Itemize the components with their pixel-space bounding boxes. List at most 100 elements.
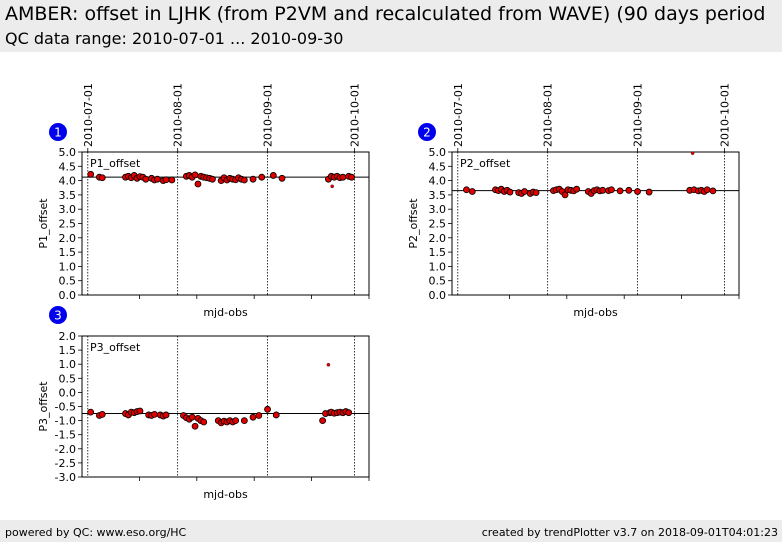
y-tick-label: 1.0 <box>59 260 77 273</box>
data-point <box>136 407 144 415</box>
date-tick-label: 2010-08-01 <box>172 83 185 147</box>
page-subtitle: QC data range: 2010-07-01 ... 2010-09-30 <box>5 29 344 48</box>
y-tick-label: 2.0 <box>59 232 77 245</box>
page-title: AMBER: offset in LJHK (from P2VM and rec… <box>5 3 766 25</box>
data-point <box>319 417 327 425</box>
plot-frame <box>81 151 370 296</box>
y-tick-label: -2.5 <box>55 457 76 470</box>
data-point <box>240 417 248 425</box>
date-tick-label: 2010-10-01 <box>349 83 362 147</box>
y-axis-label: P2_offset <box>407 198 420 249</box>
y-tick-label: 0.5 <box>429 275 447 288</box>
data-point <box>690 151 695 155</box>
footer-powered-by: powered by QC: www.eso.org/HC <box>5 526 187 539</box>
date-tick-label: 2010-09-01 <box>262 83 275 147</box>
series-label: P1_offset <box>90 157 141 170</box>
data-point <box>151 410 158 418</box>
y-tick-label: -3.0 <box>55 471 76 484</box>
data-point <box>232 417 240 425</box>
data-point <box>264 405 271 413</box>
y-tick-label: 1.5 <box>59 344 77 357</box>
data-point <box>703 186 711 194</box>
data-point <box>561 191 569 199</box>
y-tick-label: 3.0 <box>429 203 447 216</box>
data-point <box>599 186 607 194</box>
y-tick-label: 1.5 <box>429 246 447 259</box>
data-point <box>240 176 248 184</box>
data-point <box>521 188 528 195</box>
data-point <box>258 173 266 181</box>
footer-created-by: created by trendPlotter v3.7 on 2018-09-… <box>481 526 778 539</box>
data-point <box>345 409 353 417</box>
data-point <box>625 186 633 194</box>
y-tick-label: -0.5 <box>55 401 76 414</box>
plot-frame <box>81 335 370 478</box>
panel-badge-number: 3 <box>54 309 62 323</box>
data-point <box>162 176 170 184</box>
data-point <box>468 188 476 195</box>
data-point <box>616 187 624 195</box>
panel-badge <box>49 123 67 141</box>
data-point <box>339 173 347 181</box>
data-point <box>168 176 176 184</box>
series-label: P2_offset <box>460 157 511 170</box>
y-tick-label: 1.5 <box>59 246 77 259</box>
y-tick-label: 4.5 <box>429 160 447 173</box>
data-point <box>194 180 202 188</box>
y-tick-label: 2.0 <box>429 232 447 245</box>
data-point <box>153 175 161 183</box>
y-tick-label: -1.0 <box>55 415 76 428</box>
header-bar: AMBER: offset in LJHK (from P2VM and rec… <box>0 0 782 52</box>
data-point <box>249 413 257 421</box>
date-tick-label: 2010-10-01 <box>719 83 732 147</box>
y-tick-label: 4.0 <box>59 175 77 188</box>
y-tick-label: 5.0 <box>59 146 77 159</box>
y-tick-label: 3.5 <box>429 189 447 202</box>
y-tick-label: 3.0 <box>59 203 77 216</box>
data-point <box>209 175 216 183</box>
data-point <box>200 418 208 426</box>
y-tick-label: 0.5 <box>59 275 77 288</box>
x-axis-label: mjd-obs <box>203 306 248 319</box>
y-tick-label: 0.0 <box>59 289 77 302</box>
y-tick-label: 2.0 <box>59 330 77 343</box>
plot-frame <box>451 151 740 296</box>
date-tick-label: 2010-09-01 <box>632 83 645 147</box>
y-tick-label: 0.5 <box>59 372 77 385</box>
data-point <box>162 411 170 419</box>
data-point <box>142 175 150 183</box>
data-point <box>278 174 286 182</box>
date-tick-label: 2010-07-01 <box>82 83 95 147</box>
y-tick-label: 4.0 <box>429 175 447 188</box>
data-point <box>348 173 356 181</box>
footer-bar: powered by QC: www.eso.org/HC created by… <box>0 520 782 542</box>
data-point <box>326 363 331 367</box>
data-point <box>98 174 106 182</box>
data-point <box>98 410 106 418</box>
y-tick-label: 0.0 <box>429 289 447 302</box>
panel-badge-number: 1 <box>54 126 62 140</box>
date-tick-label: 2010-07-01 <box>452 83 465 147</box>
y-tick-label: -2.0 <box>55 443 76 456</box>
y-tick-label: 2.5 <box>429 218 447 231</box>
data-point <box>645 188 653 196</box>
panel-badge-number: 2 <box>423 126 431 140</box>
data-point <box>608 186 615 194</box>
y-tick-label: 1.0 <box>59 358 77 371</box>
y-tick-label: 1.0 <box>429 260 447 273</box>
y-tick-label: 0.0 <box>59 386 77 399</box>
panel-badge <box>418 123 436 141</box>
data-point <box>87 170 95 178</box>
data-point <box>506 188 514 196</box>
x-axis-label: mjd-obs <box>573 306 618 319</box>
y-tick-label: 3.5 <box>59 189 77 202</box>
data-point <box>249 175 257 183</box>
y-tick-label: -1.5 <box>55 429 76 442</box>
trend-plots: 0.00.51.01.52.02.53.03.54.04.55.02010-07… <box>37 83 740 501</box>
panel-badge <box>49 306 67 324</box>
y-axis-label: P3_offset <box>37 381 50 432</box>
data-point <box>188 413 196 421</box>
date-tick-label: 2010-08-01 <box>542 83 555 147</box>
y-tick-label: 4.5 <box>59 160 77 173</box>
data-point <box>573 185 581 193</box>
